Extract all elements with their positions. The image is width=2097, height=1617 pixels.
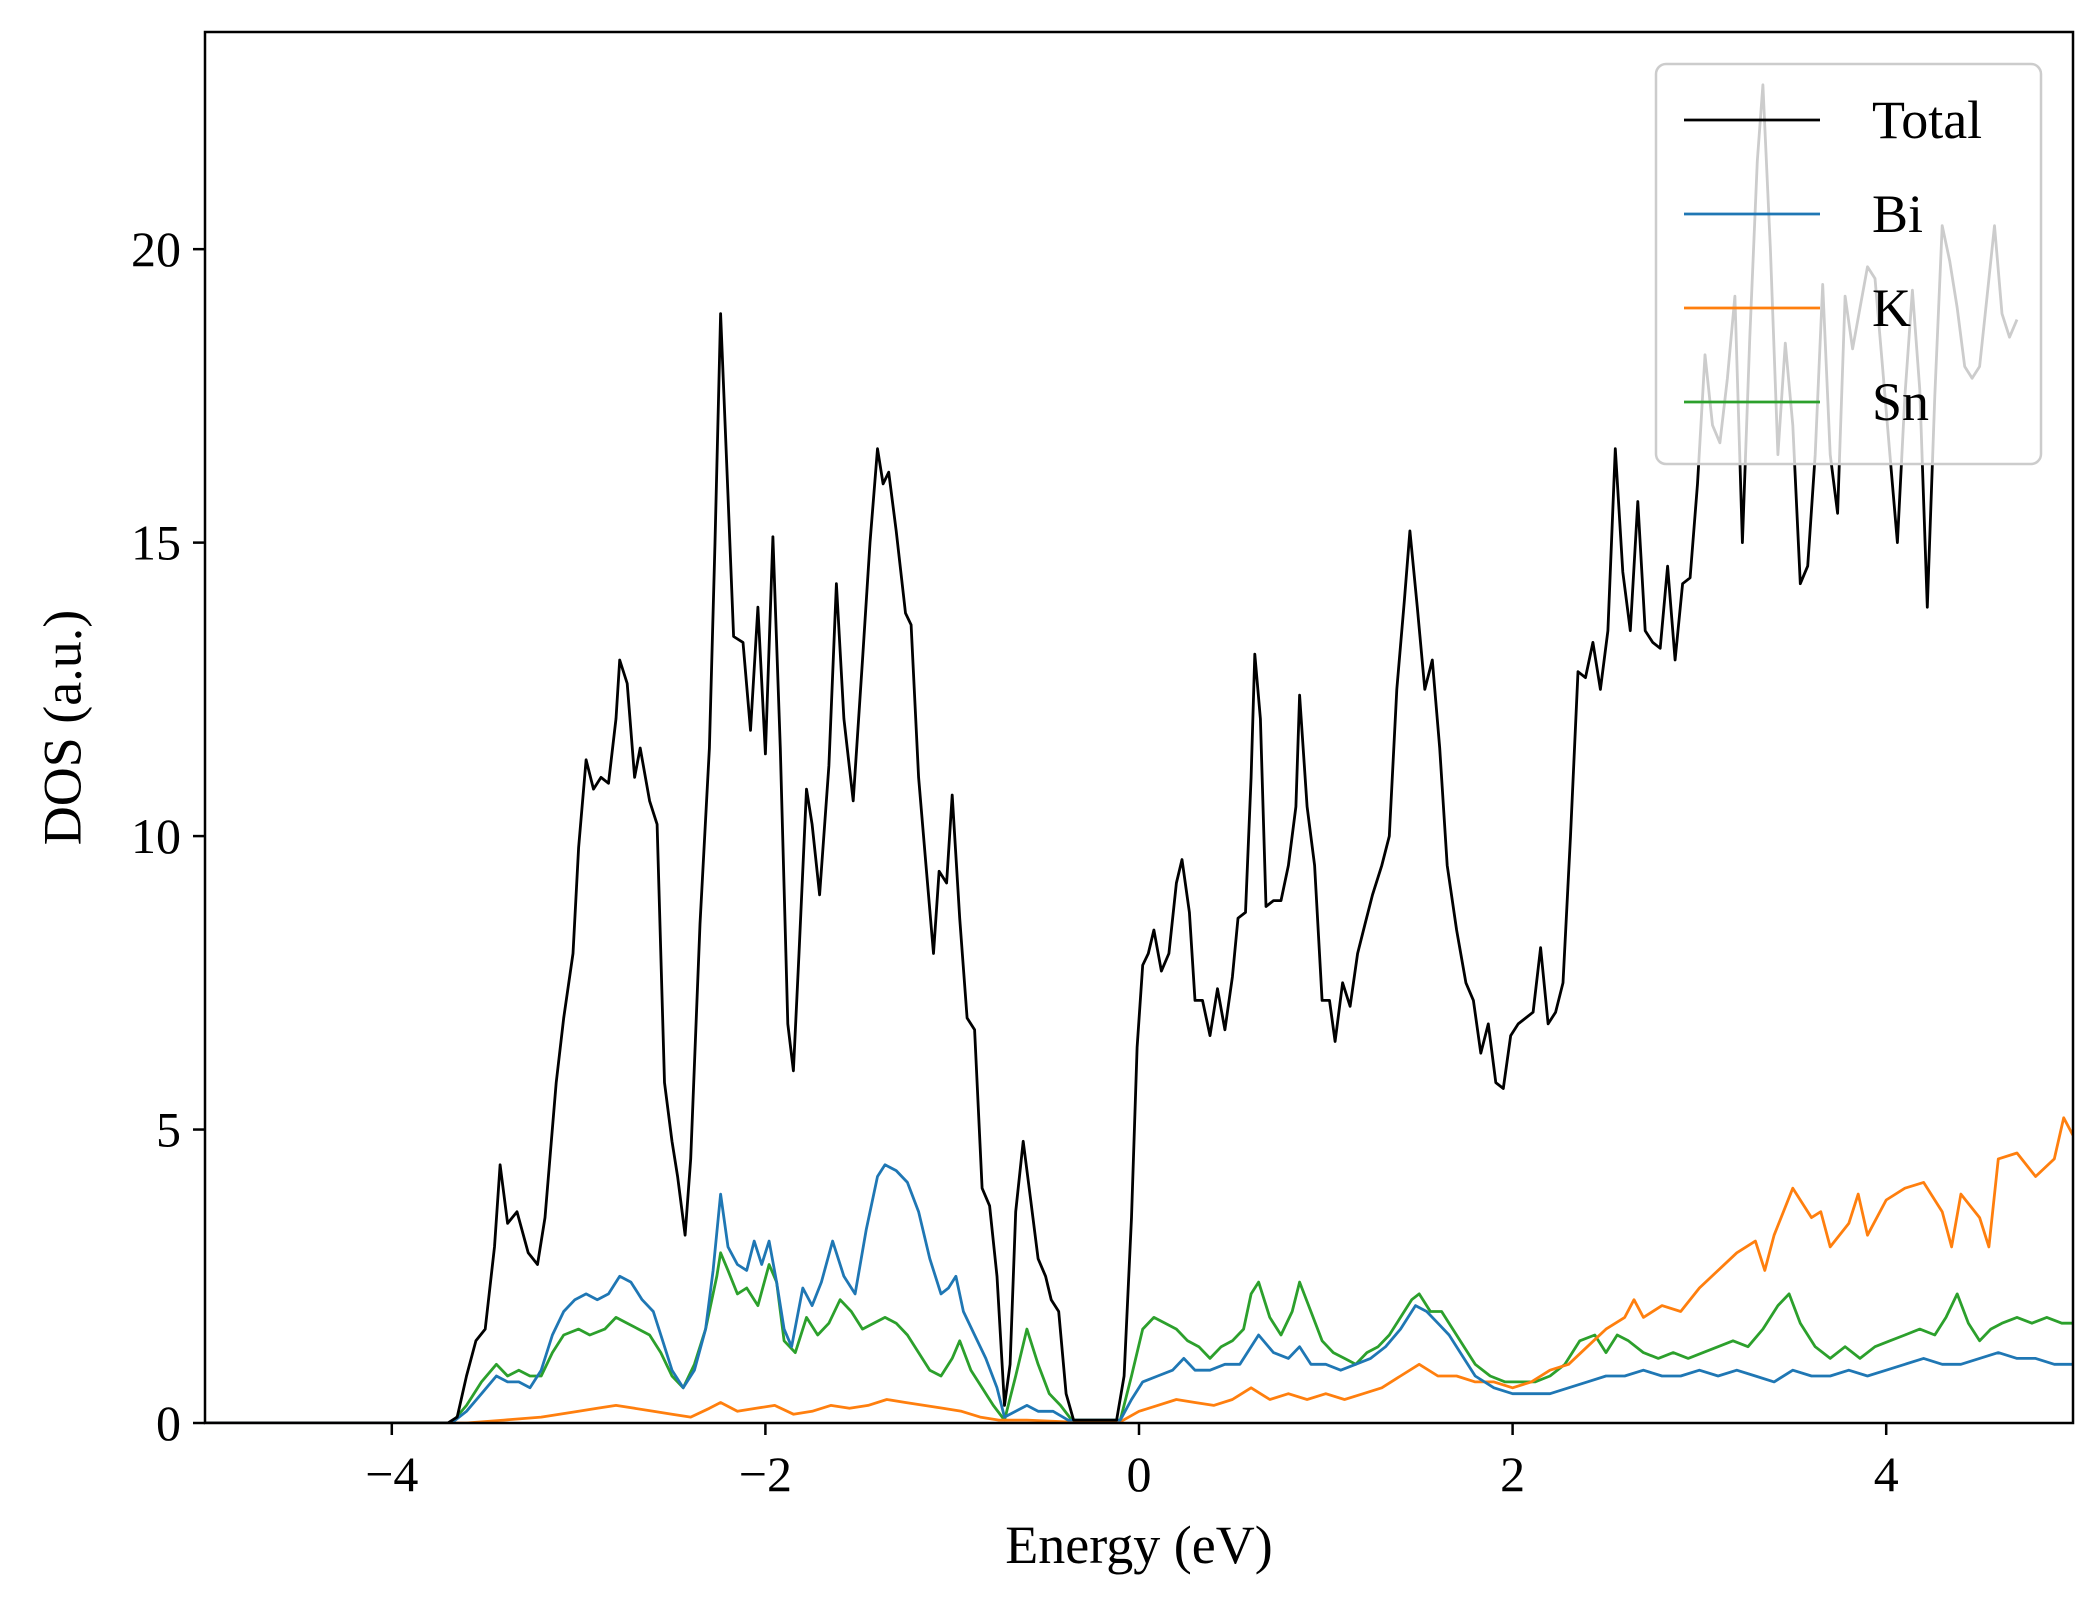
legend: Total Bi K Sn	[1654, 62, 2043, 466]
x-tick-label: 0	[1127, 1446, 1152, 1502]
series-line-bi	[205, 1163, 2073, 1423]
y-tick-label: 0	[156, 1395, 181, 1451]
series-line-sn	[205, 1251, 2073, 1423]
legend-label-sn: Sn	[1872, 372, 1929, 432]
x-tick-label: −4	[365, 1446, 418, 1502]
series-line-k	[205, 1116, 2073, 1423]
x-tick-label: −2	[739, 1446, 792, 1502]
ticks-layer: −4 −2 0 2 4 0 5 10 15 20	[131, 221, 1899, 1502]
y-tick-label: 10	[131, 808, 181, 864]
x-axis-label: Energy (eV)	[1005, 1515, 1272, 1575]
x-tick-label: 4	[1874, 1446, 1899, 1502]
legend-label-bi: Bi	[1872, 184, 1923, 244]
y-axis-label: DOS (a.u.)	[32, 610, 92, 845]
legend-label-k: K	[1872, 278, 1911, 338]
y-tick-label: 5	[156, 1102, 181, 1158]
legend-box	[1654, 62, 2043, 466]
x-tick-label: 2	[1500, 1446, 1525, 1502]
y-tick-label: 15	[131, 515, 181, 571]
y-tick-label: 20	[131, 221, 181, 277]
legend-label-total: Total	[1872, 90, 1982, 150]
